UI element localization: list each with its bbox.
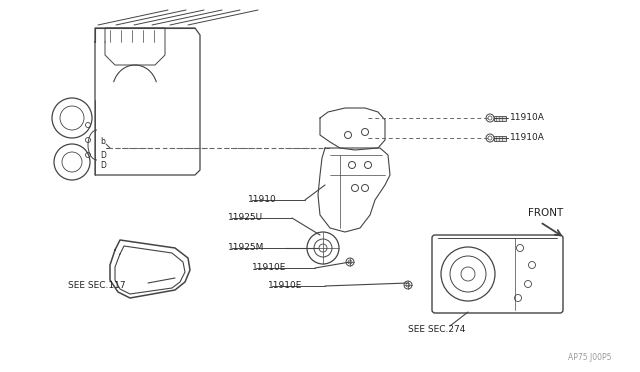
Text: FRONT: FRONT xyxy=(528,208,563,218)
Text: 11925M: 11925M xyxy=(228,244,264,253)
Text: SEE SEC.274: SEE SEC.274 xyxy=(408,326,465,334)
Text: D: D xyxy=(100,151,106,160)
Text: 11910E: 11910E xyxy=(252,263,286,273)
Text: 11925U: 11925U xyxy=(228,214,263,222)
Bar xyxy=(494,135,506,141)
Text: 11910: 11910 xyxy=(248,196,276,205)
Text: b: b xyxy=(100,138,105,147)
Bar xyxy=(494,115,506,121)
Text: SEE SEC.117: SEE SEC.117 xyxy=(68,280,125,289)
Text: AP75 J00P5: AP75 J00P5 xyxy=(568,353,611,362)
Text: D: D xyxy=(100,160,106,170)
Text: 11910A: 11910A xyxy=(510,134,545,142)
Text: 11910A: 11910A xyxy=(510,113,545,122)
Text: 11910E: 11910E xyxy=(268,282,302,291)
